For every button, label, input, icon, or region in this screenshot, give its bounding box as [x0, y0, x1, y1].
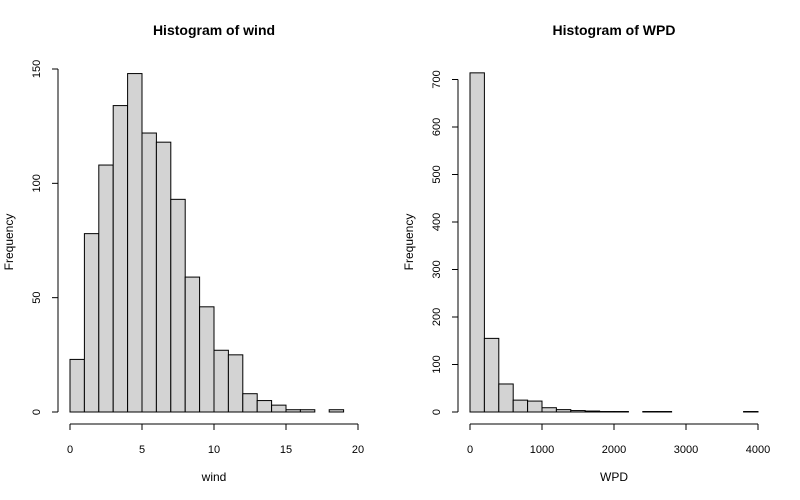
y-tick-label: 0 — [431, 409, 443, 415]
bars — [69, 73, 345, 413]
histogram-bar — [127, 73, 143, 413]
panel-wpd-histogram: Histogram of WPD WPD Frequency 0 1000 2000… — [402, 22, 770, 484]
y-tick-label: 600 — [431, 118, 443, 136]
histogram-bar — [570, 410, 586, 413]
y-axis: 0 100 200 300 400 500 600 700 — [431, 70, 459, 415]
x-tick-label: 20 — [352, 444, 364, 456]
histogram-bar — [483, 337, 500, 413]
histogram-bar — [299, 409, 316, 413]
histogram-bar — [69, 358, 85, 413]
x-axis-label: wind — [201, 470, 227, 484]
x-axis-label: WPD — [600, 470, 628, 484]
x-tick-label: 3000 — [674, 444, 698, 456]
x-tick-label: 15 — [280, 444, 292, 456]
histogram-bar — [184, 276, 201, 413]
histogram-bar — [227, 354, 244, 413]
chart-title: Histogram of WPD — [553, 22, 676, 38]
x-axis: 0 5 10 15 20 — [67, 423, 364, 456]
bars — [469, 72, 759, 413]
histogram-bar — [199, 306, 215, 413]
histogram-bar — [328, 409, 345, 413]
y-axis-label: Frequency — [2, 214, 16, 271]
histogram-bar — [584, 410, 601, 413]
y-tick-label: 200 — [431, 308, 443, 326]
histogram-bar — [98, 164, 114, 413]
x-tick-label: 2000 — [602, 444, 626, 456]
x-tick-label: 5 — [139, 444, 145, 456]
y-tick-label: 100 — [31, 174, 43, 192]
histogram-bar — [83, 233, 100, 413]
x-axis: 0 1000 2000 3000 4000 — [467, 423, 770, 456]
histogram-bar — [256, 400, 273, 413]
histogram-bar — [469, 72, 485, 413]
histogram-bar — [555, 409, 572, 413]
y-axis-label: Frequency — [402, 214, 416, 271]
y-tick-label: 300 — [431, 260, 443, 278]
y-axis: 0 50 100 150 — [31, 60, 59, 415]
histogram-bar — [512, 399, 529, 413]
x-tick-label: 4000 — [746, 444, 770, 456]
histogram-bar — [271, 404, 287, 413]
y-tick-label: 100 — [431, 355, 443, 373]
y-tick-label: 400 — [431, 213, 443, 231]
histogram-bar — [541, 407, 557, 413]
histogram-bar — [213, 349, 229, 413]
y-tick-label: 0 — [31, 409, 43, 415]
histogram-bar — [242, 393, 258, 413]
histogram-bar — [498, 383, 514, 413]
histogram-bar — [170, 198, 186, 413]
y-tick-label: 500 — [431, 165, 443, 183]
chart-title: Histogram of wind — [153, 22, 275, 38]
y-tick-label: 150 — [31, 60, 43, 78]
x-tick-label: 0 — [467, 444, 473, 456]
x-tick-label: 10 — [208, 444, 220, 456]
histogram-bar — [155, 141, 172, 413]
histogram-bar — [141, 132, 157, 413]
histogram-bar — [285, 409, 301, 413]
y-tick-label: 700 — [431, 70, 443, 88]
x-tick-label: 1000 — [530, 444, 554, 456]
x-tick-label: 0 — [67, 444, 73, 456]
histogram-bar — [112, 105, 129, 413]
panel-wind-histogram: Histogram of wind wind Frequency 0 5 10 15 2… — [2, 22, 364, 484]
y-tick-label: 50 — [31, 292, 43, 304]
histogram-bar — [527, 400, 543, 413]
